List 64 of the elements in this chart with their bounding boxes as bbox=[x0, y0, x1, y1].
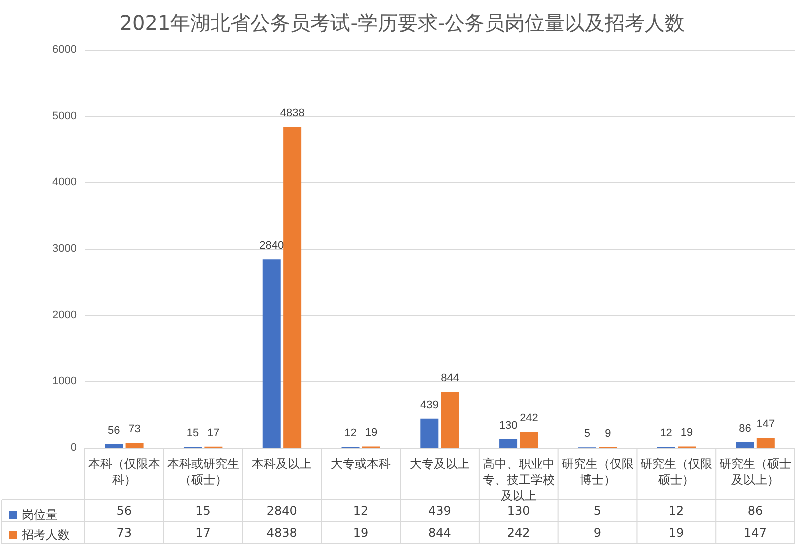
y-tick-label: 6000 bbox=[52, 44, 77, 56]
annotation: 12 bbox=[344, 428, 357, 440]
annotation: 242 bbox=[520, 412, 538, 424]
y-tick-label: 5000 bbox=[52, 110, 77, 122]
data-label: 439 bbox=[427, 503, 452, 520]
bar bbox=[441, 392, 460, 448]
legend-label: 招考人数 bbox=[21, 528, 70, 542]
data-label: 12 bbox=[668, 503, 686, 520]
y-tick-label: 3000 bbox=[52, 243, 77, 255]
y-tick-label: 0 bbox=[70, 442, 77, 454]
bar bbox=[520, 432, 538, 448]
data-label: 86 bbox=[746, 503, 764, 520]
x-tick-label: 大专或本科 bbox=[331, 457, 392, 471]
annotation: 12 bbox=[660, 428, 672, 440]
x-tick-label: 本科（仅限本科） bbox=[88, 457, 160, 487]
annotation: 86 bbox=[739, 422, 752, 435]
data-label: 17 bbox=[194, 525, 212, 542]
bar bbox=[500, 439, 518, 448]
annotation: 130 bbox=[499, 420, 518, 432]
x-tick-label: 本科及以上 bbox=[252, 457, 312, 471]
annotation: 439 bbox=[420, 399, 439, 412]
data-label: 844 bbox=[427, 525, 452, 542]
y-tick-label: 1000 bbox=[52, 376, 77, 388]
bar bbox=[420, 418, 439, 448]
x-tick-label: 研究生（仅限博士） bbox=[562, 457, 634, 487]
data-label: 19 bbox=[352, 525, 370, 542]
x-tick-label: 大专及以上 bbox=[410, 457, 470, 471]
data-label: 242 bbox=[506, 525, 532, 542]
x-tick-label: 高中、职业中专、技工学校及以上 bbox=[482, 457, 555, 503]
data-label: 9 bbox=[592, 525, 602, 542]
annotation: 5 bbox=[584, 428, 590, 440]
annotation: 4838 bbox=[280, 108, 305, 120]
bar bbox=[105, 444, 124, 448]
annotation: 9 bbox=[605, 428, 612, 440]
chart-title: 2021年湖北省公务员考试-学历要求-公务员岗位量以及招考人数 bbox=[120, 11, 686, 35]
data-label: 19 bbox=[668, 525, 686, 542]
data-label: 147 bbox=[743, 525, 768, 542]
y-tick-label: 4000 bbox=[52, 176, 77, 189]
annotation: 19 bbox=[680, 427, 694, 440]
annotation: 15 bbox=[186, 428, 200, 440]
legend-label: 岗位量 bbox=[22, 508, 58, 522]
bar bbox=[126, 443, 144, 448]
x-tick-label: 研究生（仅限硕士） bbox=[640, 457, 713, 487]
bar bbox=[262, 260, 281, 448]
annotation: 56 bbox=[108, 424, 120, 437]
annotation: 844 bbox=[441, 372, 460, 385]
data-label: 4838 bbox=[266, 525, 298, 542]
bar bbox=[756, 438, 775, 448]
annotation: 73 bbox=[128, 424, 141, 436]
data-label: 130 bbox=[507, 504, 530, 518]
data-label: 73 bbox=[116, 525, 134, 542]
data-label: 56 bbox=[116, 503, 134, 520]
x-tick-label: 本科或研究生（硕士） bbox=[167, 457, 240, 487]
bar bbox=[284, 127, 302, 448]
annotation: 17 bbox=[208, 427, 220, 440]
bar bbox=[736, 442, 754, 448]
annotation: 147 bbox=[756, 418, 776, 431]
data-label: 12 bbox=[352, 503, 370, 520]
annotation: 19 bbox=[365, 427, 378, 440]
data-label: 15 bbox=[194, 503, 212, 520]
y-tick-label: 2000 bbox=[52, 309, 77, 322]
x-tick-label: 研究生（硕士及以上） bbox=[720, 457, 792, 487]
data-label: 2840 bbox=[266, 503, 298, 520]
data-label: 5 bbox=[592, 503, 602, 520]
